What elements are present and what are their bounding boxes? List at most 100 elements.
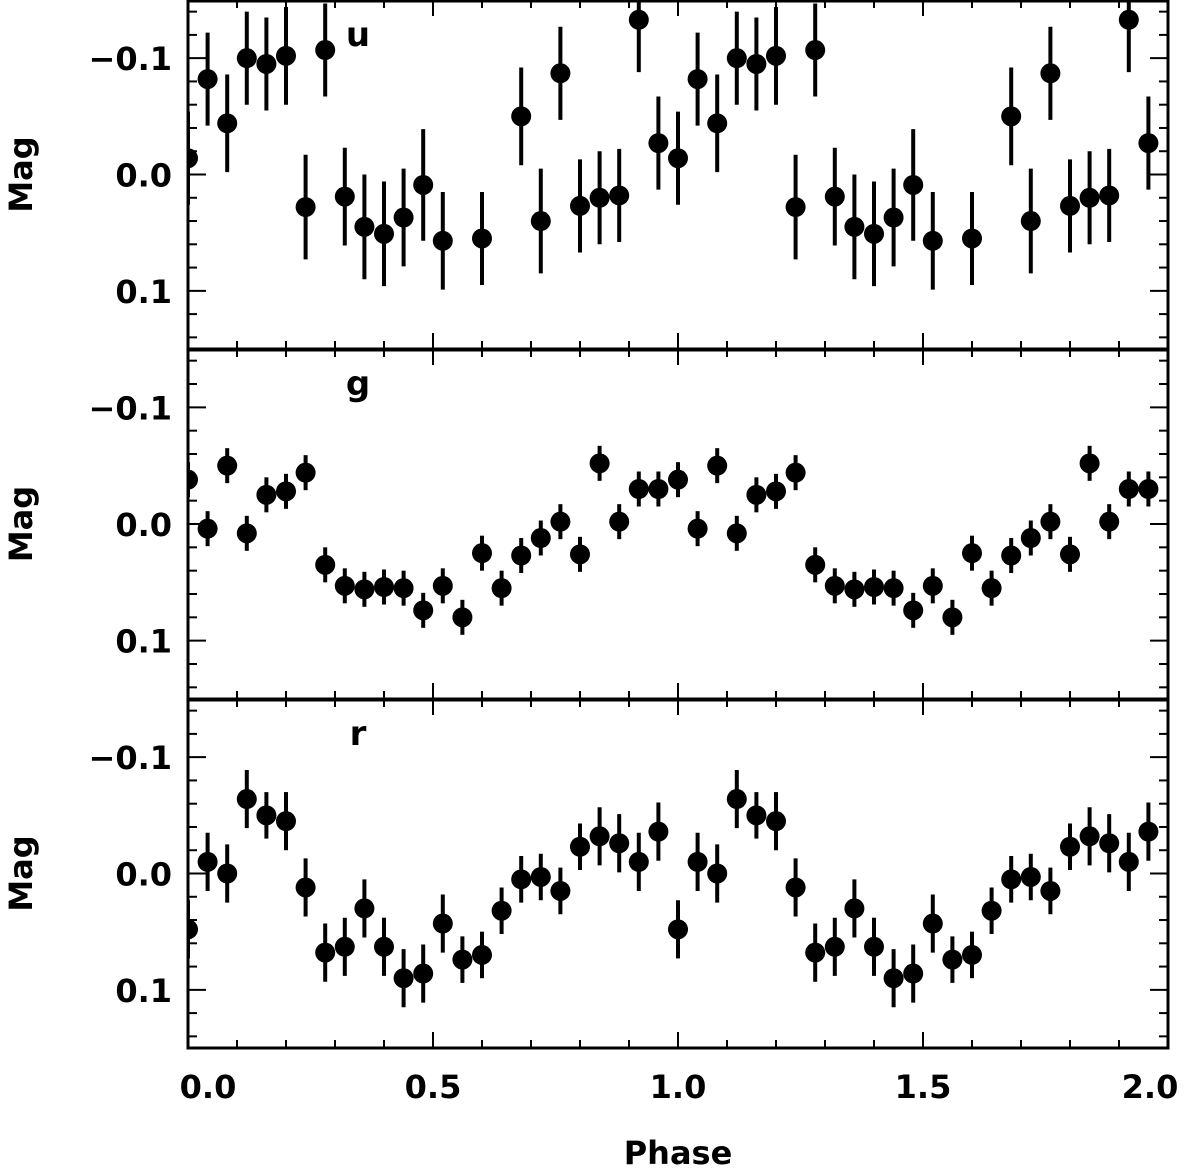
data-point	[256, 805, 277, 826]
data-point	[236, 789, 257, 810]
data-point	[413, 600, 434, 621]
data-point	[236, 523, 257, 544]
data-point	[1020, 866, 1041, 887]
data-point	[864, 936, 884, 957]
data-point	[511, 869, 532, 890]
data-point	[903, 174, 924, 195]
data-point	[766, 45, 786, 66]
data-point	[354, 216, 375, 237]
data-point	[589, 453, 610, 474]
data-point	[589, 187, 610, 208]
data-point	[197, 851, 218, 872]
data-point	[805, 942, 826, 963]
data-point	[726, 48, 747, 69]
band-label-u: u	[346, 15, 370, 55]
data-points	[188, 769, 1159, 1008]
y-axis-title: Mag	[2, 486, 40, 562]
data-point	[217, 455, 238, 476]
data-point	[1099, 185, 1120, 206]
data-point	[550, 63, 571, 84]
data-point	[766, 811, 786, 832]
data-point	[707, 113, 728, 134]
data-point	[1060, 544, 1080, 565]
y-tick-label: −0.1	[89, 739, 173, 777]
data-point	[766, 481, 786, 502]
data-point	[687, 851, 708, 872]
data-point	[472, 543, 492, 564]
data-point	[864, 577, 884, 597]
data-point	[1118, 9, 1139, 30]
data-point	[903, 600, 924, 621]
data-point	[864, 223, 884, 244]
data-point	[883, 207, 904, 228]
data-point	[687, 69, 708, 90]
data-point	[628, 479, 649, 499]
data-point	[785, 462, 806, 483]
data-point	[883, 578, 904, 599]
x-tick-label: 0.0	[180, 1068, 237, 1106]
data-point	[1118, 479, 1139, 499]
y-tick-label: 0.1	[115, 972, 172, 1010]
data-point	[1079, 453, 1100, 474]
data-point	[256, 53, 277, 74]
data-point	[785, 877, 806, 898]
data-point	[374, 223, 394, 244]
data-point	[511, 545, 532, 566]
panel-u: −0.1 0.0 0.1 Mag u	[2, 0, 1170, 351]
y-tick-label: −0.1	[89, 389, 173, 427]
data-point	[648, 479, 669, 499]
data-point	[746, 805, 767, 826]
data-point	[883, 968, 904, 989]
data-point	[393, 578, 414, 599]
data-point	[236, 48, 257, 69]
data-point	[374, 577, 394, 597]
data-point	[197, 518, 218, 539]
y-tick-label: 0.1	[115, 273, 172, 311]
data-point	[746, 484, 767, 505]
data-point	[1060, 195, 1080, 216]
data-point	[432, 575, 453, 596]
data-point	[942, 607, 963, 628]
y-tick-label: 0.1	[115, 623, 172, 661]
data-point	[589, 826, 610, 847]
data-point	[668, 148, 688, 169]
data-point	[530, 211, 551, 232]
data-point	[570, 195, 590, 216]
data-point	[472, 944, 492, 965]
data-point	[824, 936, 845, 957]
data-point	[1138, 479, 1159, 499]
data-point	[903, 963, 924, 984]
data-point	[648, 821, 669, 842]
data-point	[217, 863, 238, 884]
data-points	[188, 445, 1159, 635]
data-point	[334, 936, 355, 957]
data-point	[295, 462, 316, 483]
data-point	[276, 45, 296, 66]
data-point	[354, 579, 375, 600]
data-point	[805, 40, 826, 61]
data-point	[393, 207, 414, 228]
data-point	[628, 9, 649, 30]
data-point	[1001, 545, 1022, 566]
panel-frame	[186, 348, 1170, 701]
data-point	[922, 575, 943, 596]
data-point	[1118, 851, 1139, 872]
x-tick-label: 2.0	[1122, 1068, 1179, 1106]
data-point	[217, 113, 238, 134]
data-point	[628, 851, 649, 872]
data-point	[609, 185, 630, 206]
y-tick-label: 0.0	[115, 506, 172, 544]
data-point	[491, 900, 512, 921]
data-point	[1040, 63, 1061, 84]
data-point	[707, 863, 728, 884]
data-point	[687, 518, 708, 539]
data-point	[295, 197, 316, 218]
data-point	[844, 579, 865, 600]
data-point	[432, 230, 453, 251]
x-tick-label: 1.5	[895, 1068, 952, 1106]
data-point	[609, 833, 630, 854]
data-point	[1040, 511, 1061, 532]
data-point	[824, 186, 845, 207]
data-point	[746, 53, 767, 74]
